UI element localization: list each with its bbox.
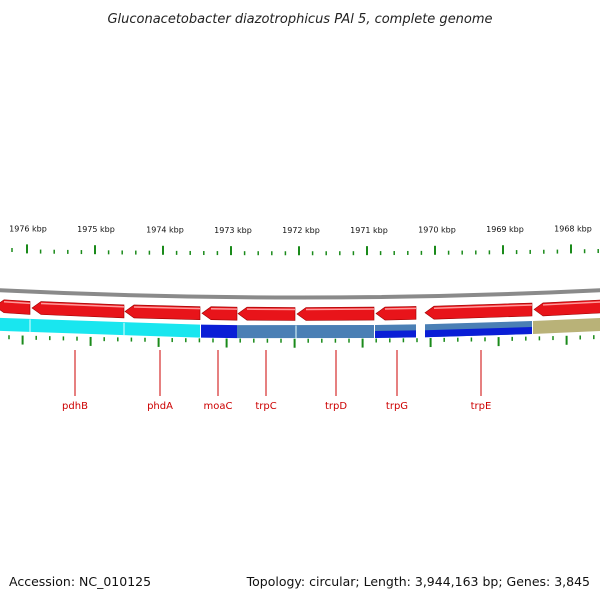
annotation-segment (533, 317, 600, 334)
inner-tick-marks (8, 335, 595, 348)
annotation-segment (0, 317, 200, 338)
scale-label: 1968 kbp (554, 224, 592, 233)
annotation-color-track (0, 317, 600, 339)
gene-label-pdhB: pdhB (62, 401, 88, 412)
annotation-segment (425, 327, 532, 338)
gene-highlight (542, 301, 600, 306)
scale-label: 1972 kbp (282, 226, 320, 235)
annotation-segment (237, 325, 374, 339)
map-title: Gluconacetobacter diazotrophicus PAl 5, … (107, 12, 492, 27)
scale-labels: 1976 kbp 1975 kbp 1974 kbp 1973 kbp 1972 kbp… (9, 224, 592, 235)
gene-highlight (433, 304, 533, 309)
gene-label-trpC: trpC (255, 401, 276, 412)
gene-highlight (40, 302, 125, 308)
gene-label-trpE: trpE (471, 401, 492, 412)
gene-highlight (384, 307, 417, 310)
forward-gene-arrow (296, 306, 375, 321)
backbone-ring (0, 288, 600, 300)
gene-highlight (133, 306, 201, 310)
gene-label-phdA: phdA (147, 401, 173, 412)
scale-label: 1973 kbp (214, 226, 252, 235)
footer-accession: Accession: NC_010125 (9, 574, 151, 589)
gene-label-trpD: trpD (325, 401, 347, 412)
scale-label: 1969 kbp (486, 225, 524, 234)
scale-label: 1975 kbp (77, 225, 115, 234)
outer-tick-marks (11, 244, 599, 256)
gene-label-trpG: trpG (386, 401, 408, 412)
scale-label: 1970 kbp (418, 225, 456, 234)
scale-label: 1974 kbp (146, 225, 184, 234)
gene-highlight (3, 300, 31, 305)
annotation-segment (375, 330, 416, 339)
forward-gene-arrow (375, 306, 417, 321)
scale-label: 1976 kbp (9, 224, 47, 233)
forward-gene-arrow (237, 306, 296, 321)
annotation-segment (201, 324, 237, 339)
forward-gene-arrow (201, 306, 238, 321)
scale-label: 1971 kbp (350, 226, 388, 235)
forward-strand-genes (0, 299, 600, 321)
footer-topology: Topology: circular; Length: 3,944,163 bp… (246, 574, 590, 589)
gene-label-moaC: moaC (204, 401, 233, 412)
gene-callouts: pdhB phdA moaC trpC trpD trpG trpE (62, 350, 491, 412)
